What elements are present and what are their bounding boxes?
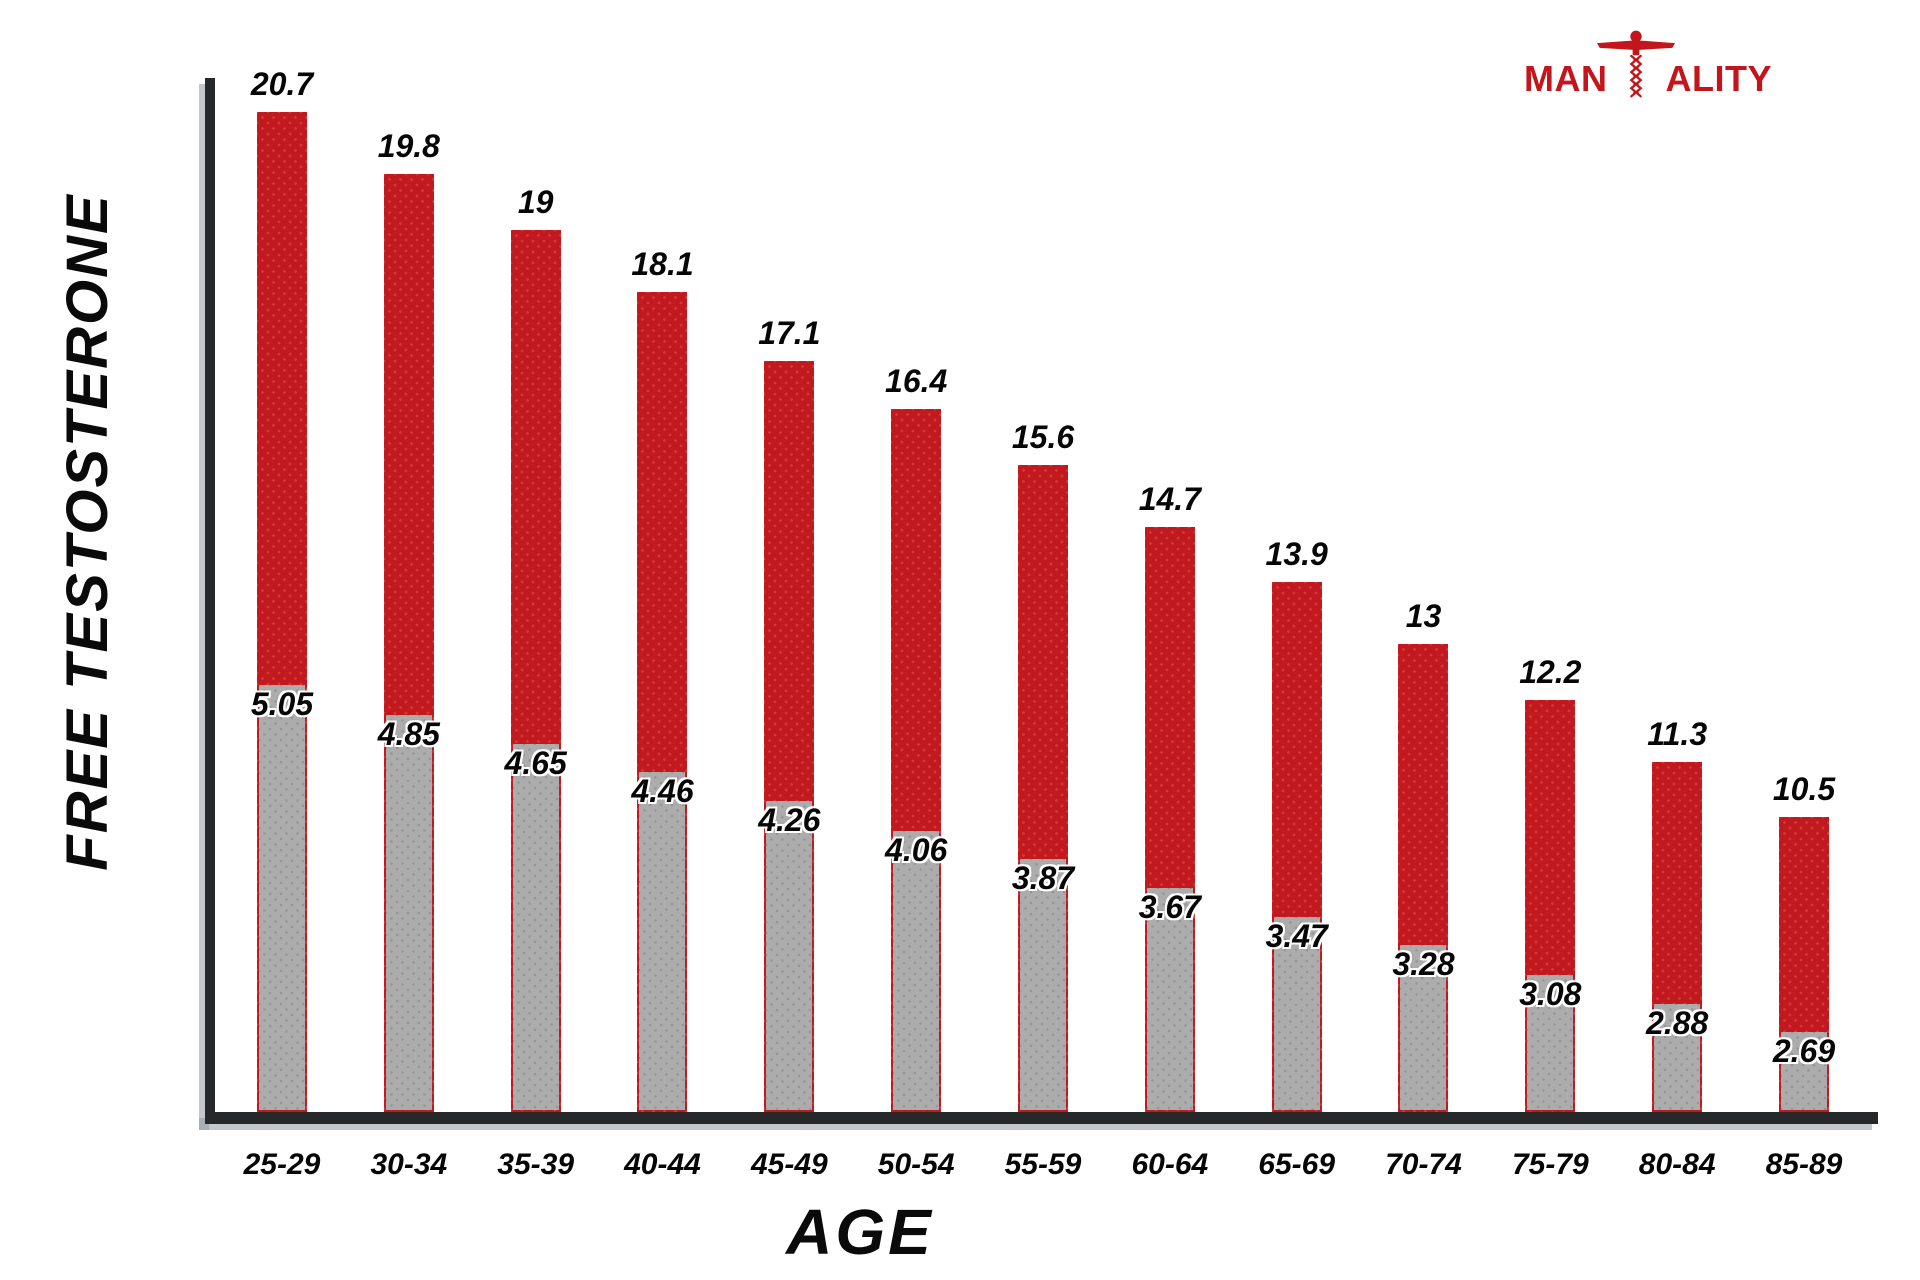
category-label: 55-59 [1004,1148,1082,1181]
lower-value-label: 4.06 [885,832,948,868]
bar-lower-segment [1654,1004,1701,1110]
lower-value-label: 3.67 [1138,889,1201,925]
category-label: 80-84 [1638,1148,1716,1181]
bar-column-25-29 [257,112,307,1112]
upper-value-label: 13 [1405,598,1442,634]
bar-column-80-84 [1652,762,1703,1112]
upper-value-label: 14.7 [1138,481,1201,517]
lower-value-label: 4.46 [631,773,694,809]
lower-value-label: 2.69 [1772,1033,1836,1069]
bar-column-55-59 [1017,465,1068,1112]
upper-value-label: 19.8 [377,128,440,164]
category-label: 45-49 [750,1148,828,1181]
category-label: 85-89 [1765,1148,1843,1181]
category-label: 35-39 [497,1148,575,1181]
upper-value-label: 16.4 [885,363,948,399]
bar-lower-segment [1400,945,1447,1110]
lower-value-label: 3.87 [1011,860,1075,896]
category-label: 60-64 [1131,1148,1209,1181]
logo-text-right: ALITY [1665,58,1772,100]
upper-value-label: 20.7 [250,66,314,102]
bar-lower-segment [1780,1032,1827,1110]
upper-value-label: 18.1 [631,246,694,282]
x-axis-title: AGE [786,1196,934,1268]
lower-value-label: 3.28 [1392,946,1455,982]
category-label: 40-44 [624,1148,701,1181]
lower-value-label: 4.85 [377,716,440,752]
lower-value-label: 5.05 [250,686,314,722]
upper-value-label: 13.9 [1265,536,1328,572]
upper-value-label: 17.1 [758,315,821,351]
bar-lower-segment [1527,975,1574,1110]
bar-column-70-74 [1398,644,1449,1112]
category-label: 25-29 [243,1148,321,1181]
bar-column-85-89 [1778,817,1829,1112]
category-label: 30-34 [370,1148,448,1181]
lower-value-label: 4.65 [504,745,567,781]
dna-man-icon [1597,30,1676,98]
category-label: 75-79 [1511,1148,1589,1181]
bar-column-45-49 [764,361,815,1112]
category-label: 65-69 [1258,1148,1336,1181]
lower-value-label: 3.47 [1265,918,1328,954]
bar-lower-segment [639,772,686,1110]
bar-lower-segment [893,831,940,1110]
upper-value-label: 11.3 [1647,716,1708,752]
upper-value-label: 12.2 [1519,654,1582,690]
bar-column-35-39 [510,230,561,1112]
bar-lower-segment [1273,917,1320,1110]
y-axis-title: FREE TESTOSTERONE [55,193,120,871]
lower-value-label: 3.08 [1519,976,1582,1012]
bar-lower-segment [766,801,813,1110]
bar-lower-segment [512,744,559,1110]
category-label: 70-74 [1385,1148,1462,1181]
lower-value-label: 4.26 [758,802,821,838]
bar-column-30-34 [383,174,434,1112]
bar-column-50-54 [891,409,942,1112]
bar-lower-segment [1019,859,1066,1110]
upper-value-label: 19 [517,184,554,220]
upper-value-label: 15.6 [1011,419,1075,455]
logo-text-left: MAN [1524,58,1608,100]
lower-value-label: 2.88 [1646,1005,1709,1041]
bar-lower-segment [385,715,432,1110]
upper-value-label: 10.5 [1772,771,1836,807]
bar-column-75-79 [1525,700,1576,1112]
y-axis-line [205,78,215,1124]
mantality-logo: MAN ALITY [1524,28,1772,100]
bar-lower-segment [1146,888,1193,1110]
bar-lower-segment [259,685,305,1110]
category-label: 50-54 [877,1148,955,1181]
bar-column-65-69 [1271,582,1322,1112]
x-axis-line [205,1112,1878,1124]
bar-column-40-44 [637,292,688,1112]
bar-column-60-64 [1144,527,1195,1112]
